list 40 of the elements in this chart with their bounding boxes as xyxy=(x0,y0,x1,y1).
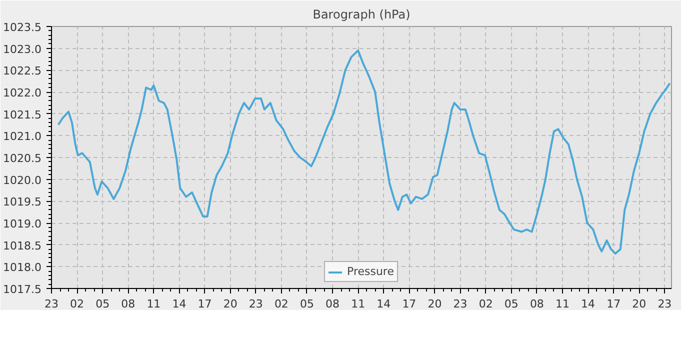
x-tick-label: 11 xyxy=(555,298,570,310)
y-tick-label: 1019.0 xyxy=(3,218,42,230)
x-tick-label: 11 xyxy=(351,298,366,310)
x-tick-label: 14 xyxy=(581,298,596,310)
x-tick-label: 08 xyxy=(530,298,544,310)
x-tick-label: 23 xyxy=(658,298,672,310)
y-tick-label: 1020.5 xyxy=(3,152,42,165)
y-tick-label: 1018.0 xyxy=(3,261,42,274)
y-tick-label: 1021.0 xyxy=(3,130,42,144)
x-tick-label: 20 xyxy=(223,298,238,310)
x-tick-label: 05 xyxy=(96,298,110,310)
x-tick-label: 08 xyxy=(326,298,340,310)
y-tick-label: 1021.5 xyxy=(3,108,42,122)
x-tick-label: 17 xyxy=(606,298,621,310)
x-tick-label: 05 xyxy=(504,298,518,310)
x-tick-label: 02 xyxy=(70,298,84,310)
x-tick-label: 23 xyxy=(453,298,468,310)
x-tick-label: 20 xyxy=(428,298,442,310)
x-tick-label: 23 xyxy=(44,298,58,310)
y-tick-label: 1023.5 xyxy=(3,21,42,34)
y-tick-label: 1018.5 xyxy=(3,239,42,252)
legend-label: Pressure xyxy=(347,265,394,278)
x-tick-label: 17 xyxy=(402,298,416,310)
x-tick-label: 02 xyxy=(478,298,493,310)
chart-title: Barograph (hPa) xyxy=(312,8,410,22)
x-tick-label: 05 xyxy=(300,298,314,310)
x-tick-label: 02 xyxy=(274,298,288,310)
x-tick-label: 14 xyxy=(376,298,391,310)
x-tick-label: 17 xyxy=(198,298,212,310)
y-tick-label: 1017.5 xyxy=(3,283,42,296)
x-tick-label: 23 xyxy=(248,298,263,310)
x-tick-label: 11 xyxy=(146,298,161,310)
y-tick-label: 1022.5 xyxy=(3,64,42,78)
y-tick-label: 1023.0 xyxy=(3,42,42,56)
x-tick-label: 20 xyxy=(632,298,646,310)
y-tick-label: 1019.5 xyxy=(3,196,42,209)
x-tick-label: 08 xyxy=(121,298,136,310)
y-tick-label: 1020.0 xyxy=(3,174,42,187)
y-tick-label: 1022.0 xyxy=(3,86,42,100)
x-tick-label: 14 xyxy=(172,298,186,310)
